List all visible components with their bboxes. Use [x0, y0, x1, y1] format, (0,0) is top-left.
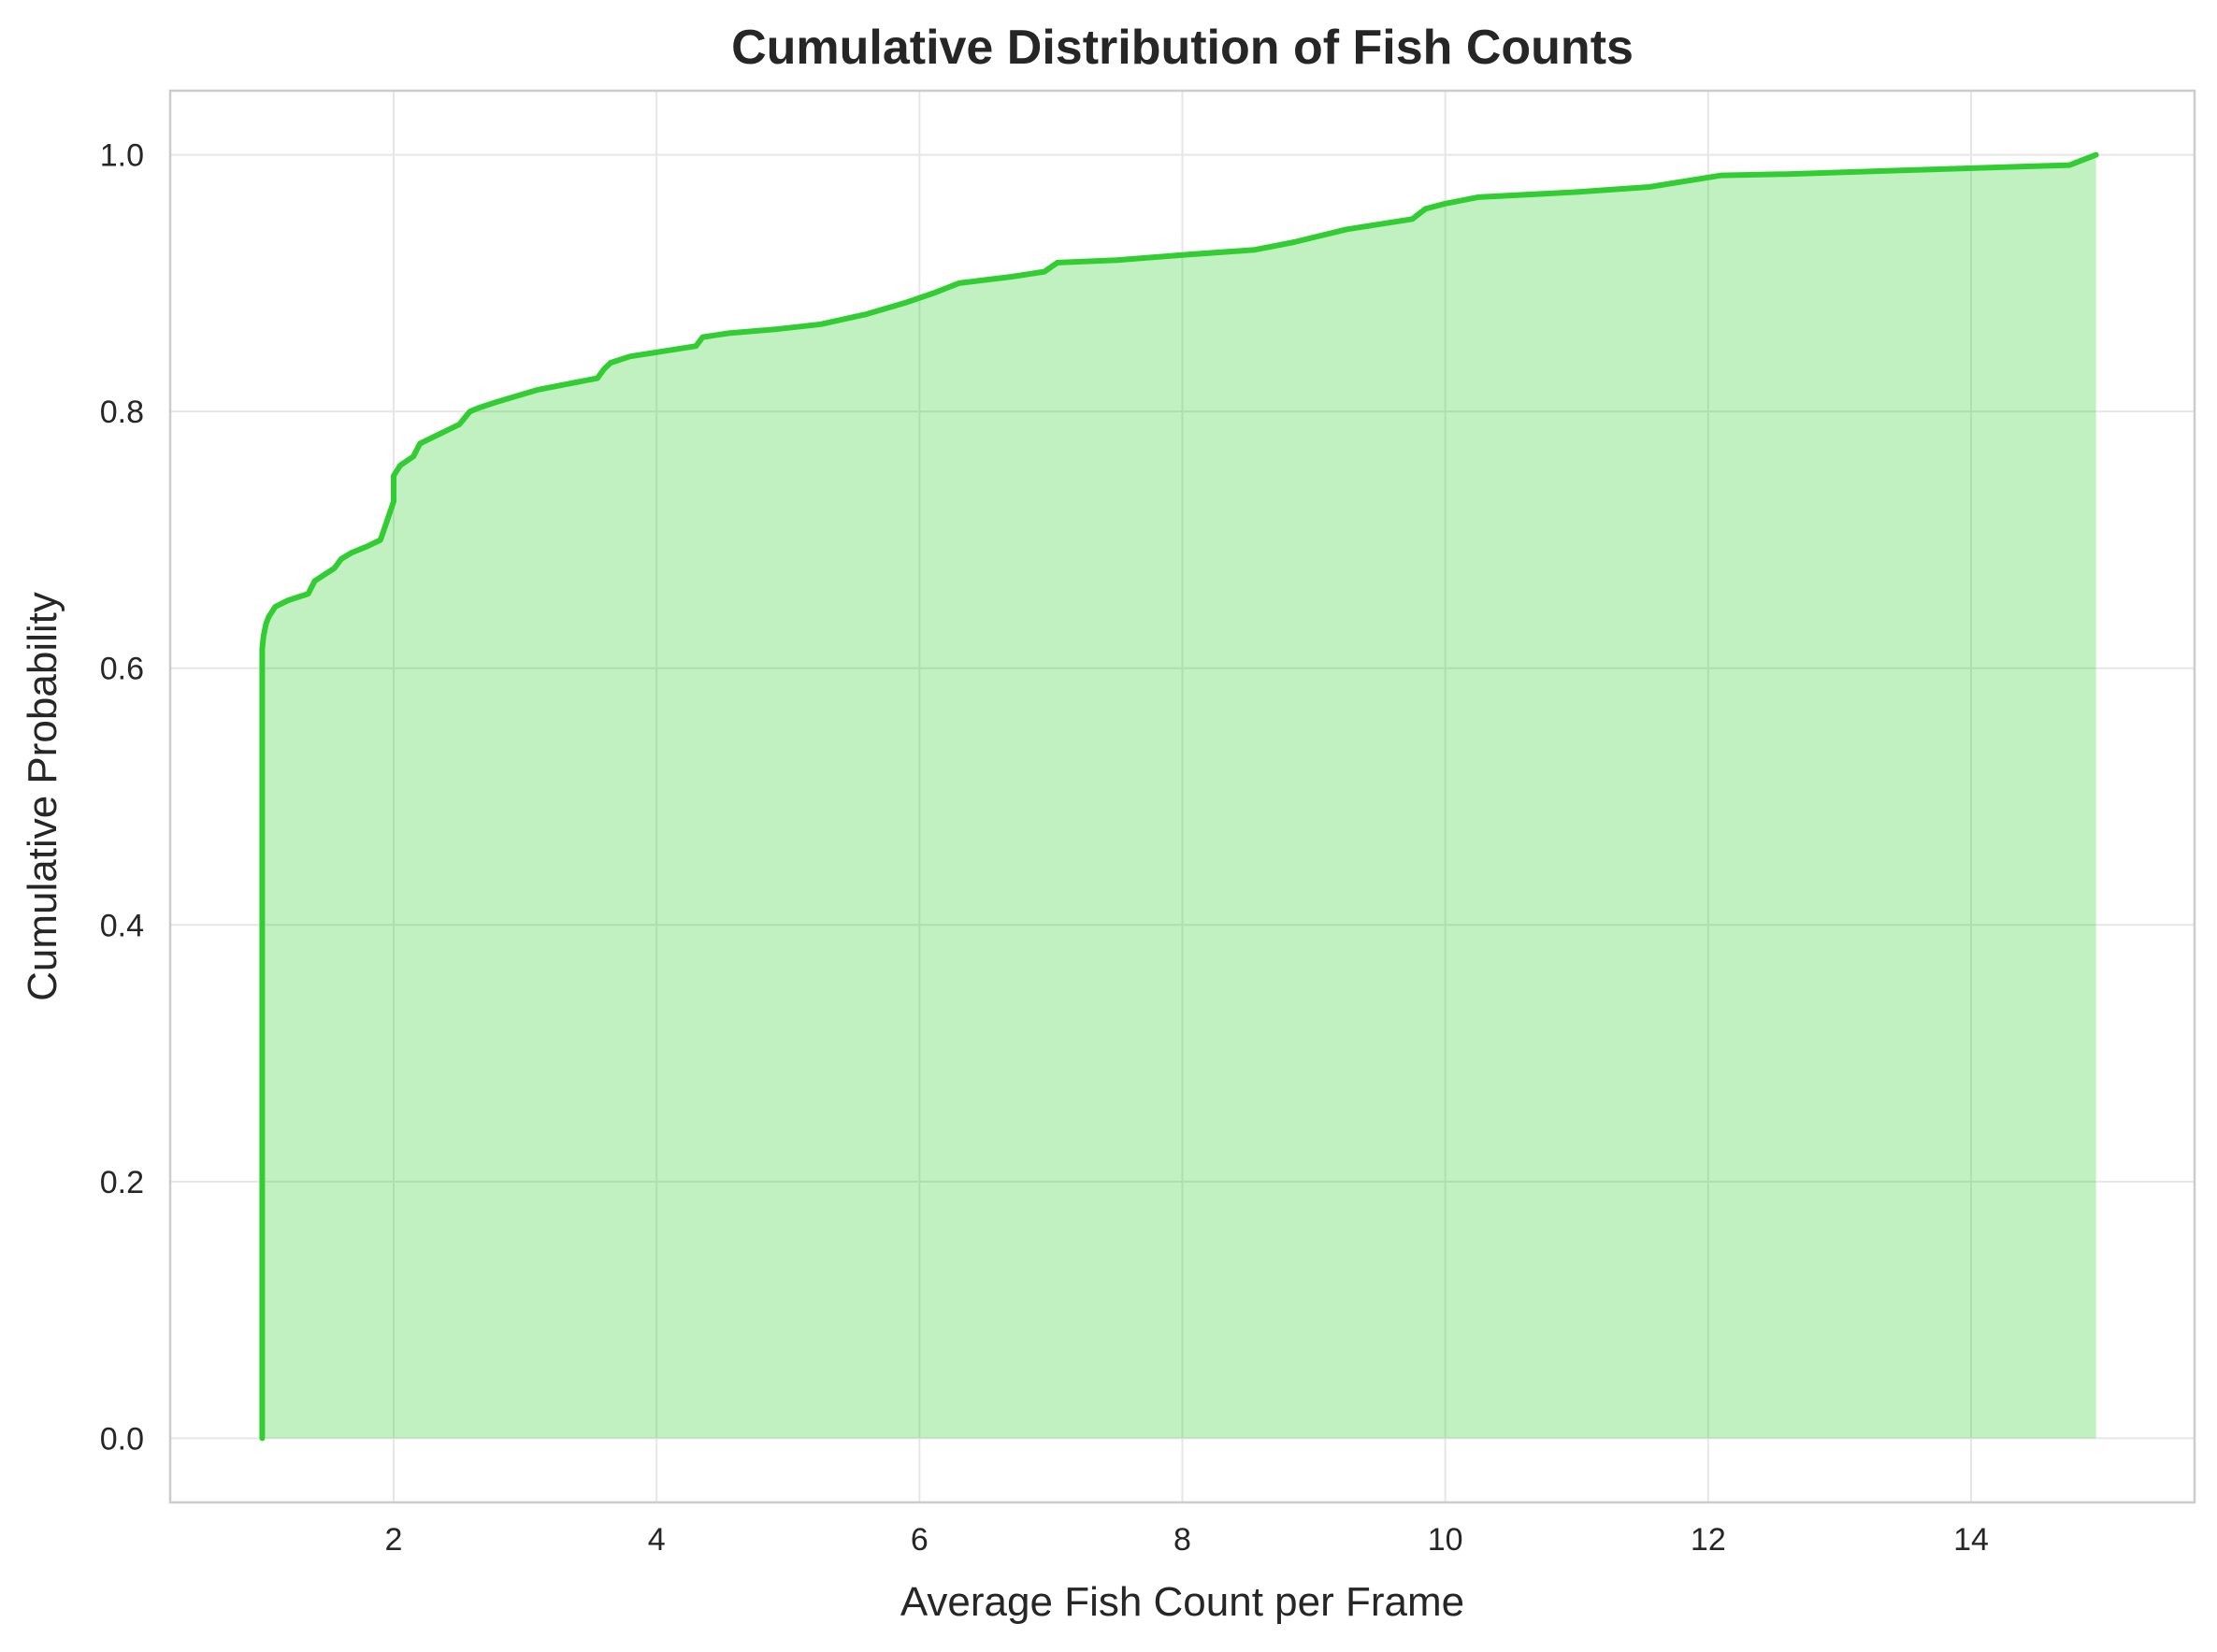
y-axis-ticks: 0.0 0.2 0.4 0.6 0.8 1.0: [100, 138, 144, 1458]
x-tick-label: 12: [1691, 1522, 1726, 1558]
y-tick-label: 0.8: [100, 395, 144, 430]
x-axis-label: Average Fish Count per Frame: [900, 1579, 1464, 1625]
grid-lines: [170, 91, 2195, 1502]
y-tick-label: 0.4: [100, 908, 144, 943]
x-tick-label: 6: [911, 1522, 929, 1558]
x-tick-label: 2: [385, 1522, 403, 1558]
y-tick-label: 1.0: [100, 138, 144, 174]
x-tick-label: 14: [1953, 1522, 1989, 1558]
y-axis-label: Cumulative Probability: [20, 592, 65, 1001]
x-tick-label: 8: [1173, 1522, 1191, 1558]
plot-frame: [168, 89, 2196, 1504]
cdf-line: [259, 151, 2099, 1442]
chart-title: Cumulative Distribution of Fish Counts: [731, 21, 1634, 75]
cdf-area-fill: [262, 154, 2096, 1439]
y-tick-label: 0.6: [100, 652, 144, 687]
x-tick-label: 10: [1428, 1522, 1463, 1558]
y-tick-label: 0.2: [100, 1165, 144, 1200]
x-axis-ticks: 2 4 6 8 10 12 14: [385, 1522, 1989, 1558]
y-tick-label: 0.0: [100, 1421, 144, 1457]
x-tick-label: 4: [648, 1522, 666, 1558]
